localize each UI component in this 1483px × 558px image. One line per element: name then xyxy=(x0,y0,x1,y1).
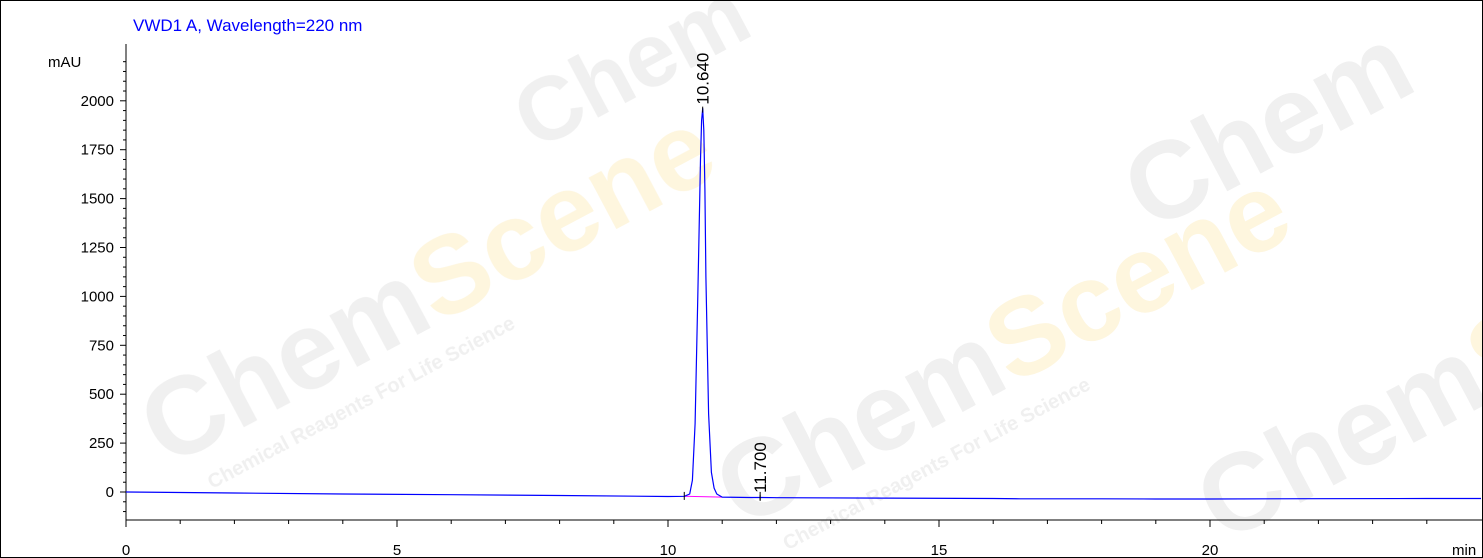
y-tick-label: 0 xyxy=(106,484,114,501)
y-tick-label: 500 xyxy=(89,386,114,403)
y-tick-label: 750 xyxy=(89,337,114,354)
ticks: 0 250 500 750 1000 1250 1500 1750 2000 0 5 10 15 20 xyxy=(81,61,1428,558)
y-axis-label: mAU xyxy=(48,54,81,71)
peak-labels: 10.640 11.700 xyxy=(683,53,770,501)
y-tick-label: 2000 xyxy=(81,93,114,110)
watermark-brand-chem: Chem xyxy=(1177,313,1483,558)
x-tick-label: 5 xyxy=(393,542,401,558)
peak-label: 10.640 xyxy=(694,53,713,105)
x-tick-label: 15 xyxy=(931,542,948,558)
svg-text:ChemScene: ChemScene xyxy=(120,85,734,489)
x-axis-label: min xyxy=(1452,542,1476,558)
y-tick-label: 1750 xyxy=(81,142,114,159)
y-tick-label: 1500 xyxy=(81,191,114,208)
axes: mAU min xyxy=(48,44,1483,558)
chart-title: VWD1 A, Wavelength=220 nm xyxy=(133,16,362,35)
x-tick-label: 0 xyxy=(122,542,130,558)
x-tick-label: 10 xyxy=(660,542,677,558)
peak-label: 11.700 xyxy=(751,442,770,493)
y-tick-label: 250 xyxy=(89,435,114,452)
x-tick-label: 20 xyxy=(1202,542,1219,558)
integration-baseline xyxy=(684,495,723,498)
traces xyxy=(125,107,1481,500)
y-tick-label: 1250 xyxy=(81,240,114,257)
y-tick-label: 1000 xyxy=(81,288,114,305)
watermark: ChemScene Chemical Reagents For Life Sci… xyxy=(120,0,1483,558)
series-line xyxy=(125,107,1481,500)
